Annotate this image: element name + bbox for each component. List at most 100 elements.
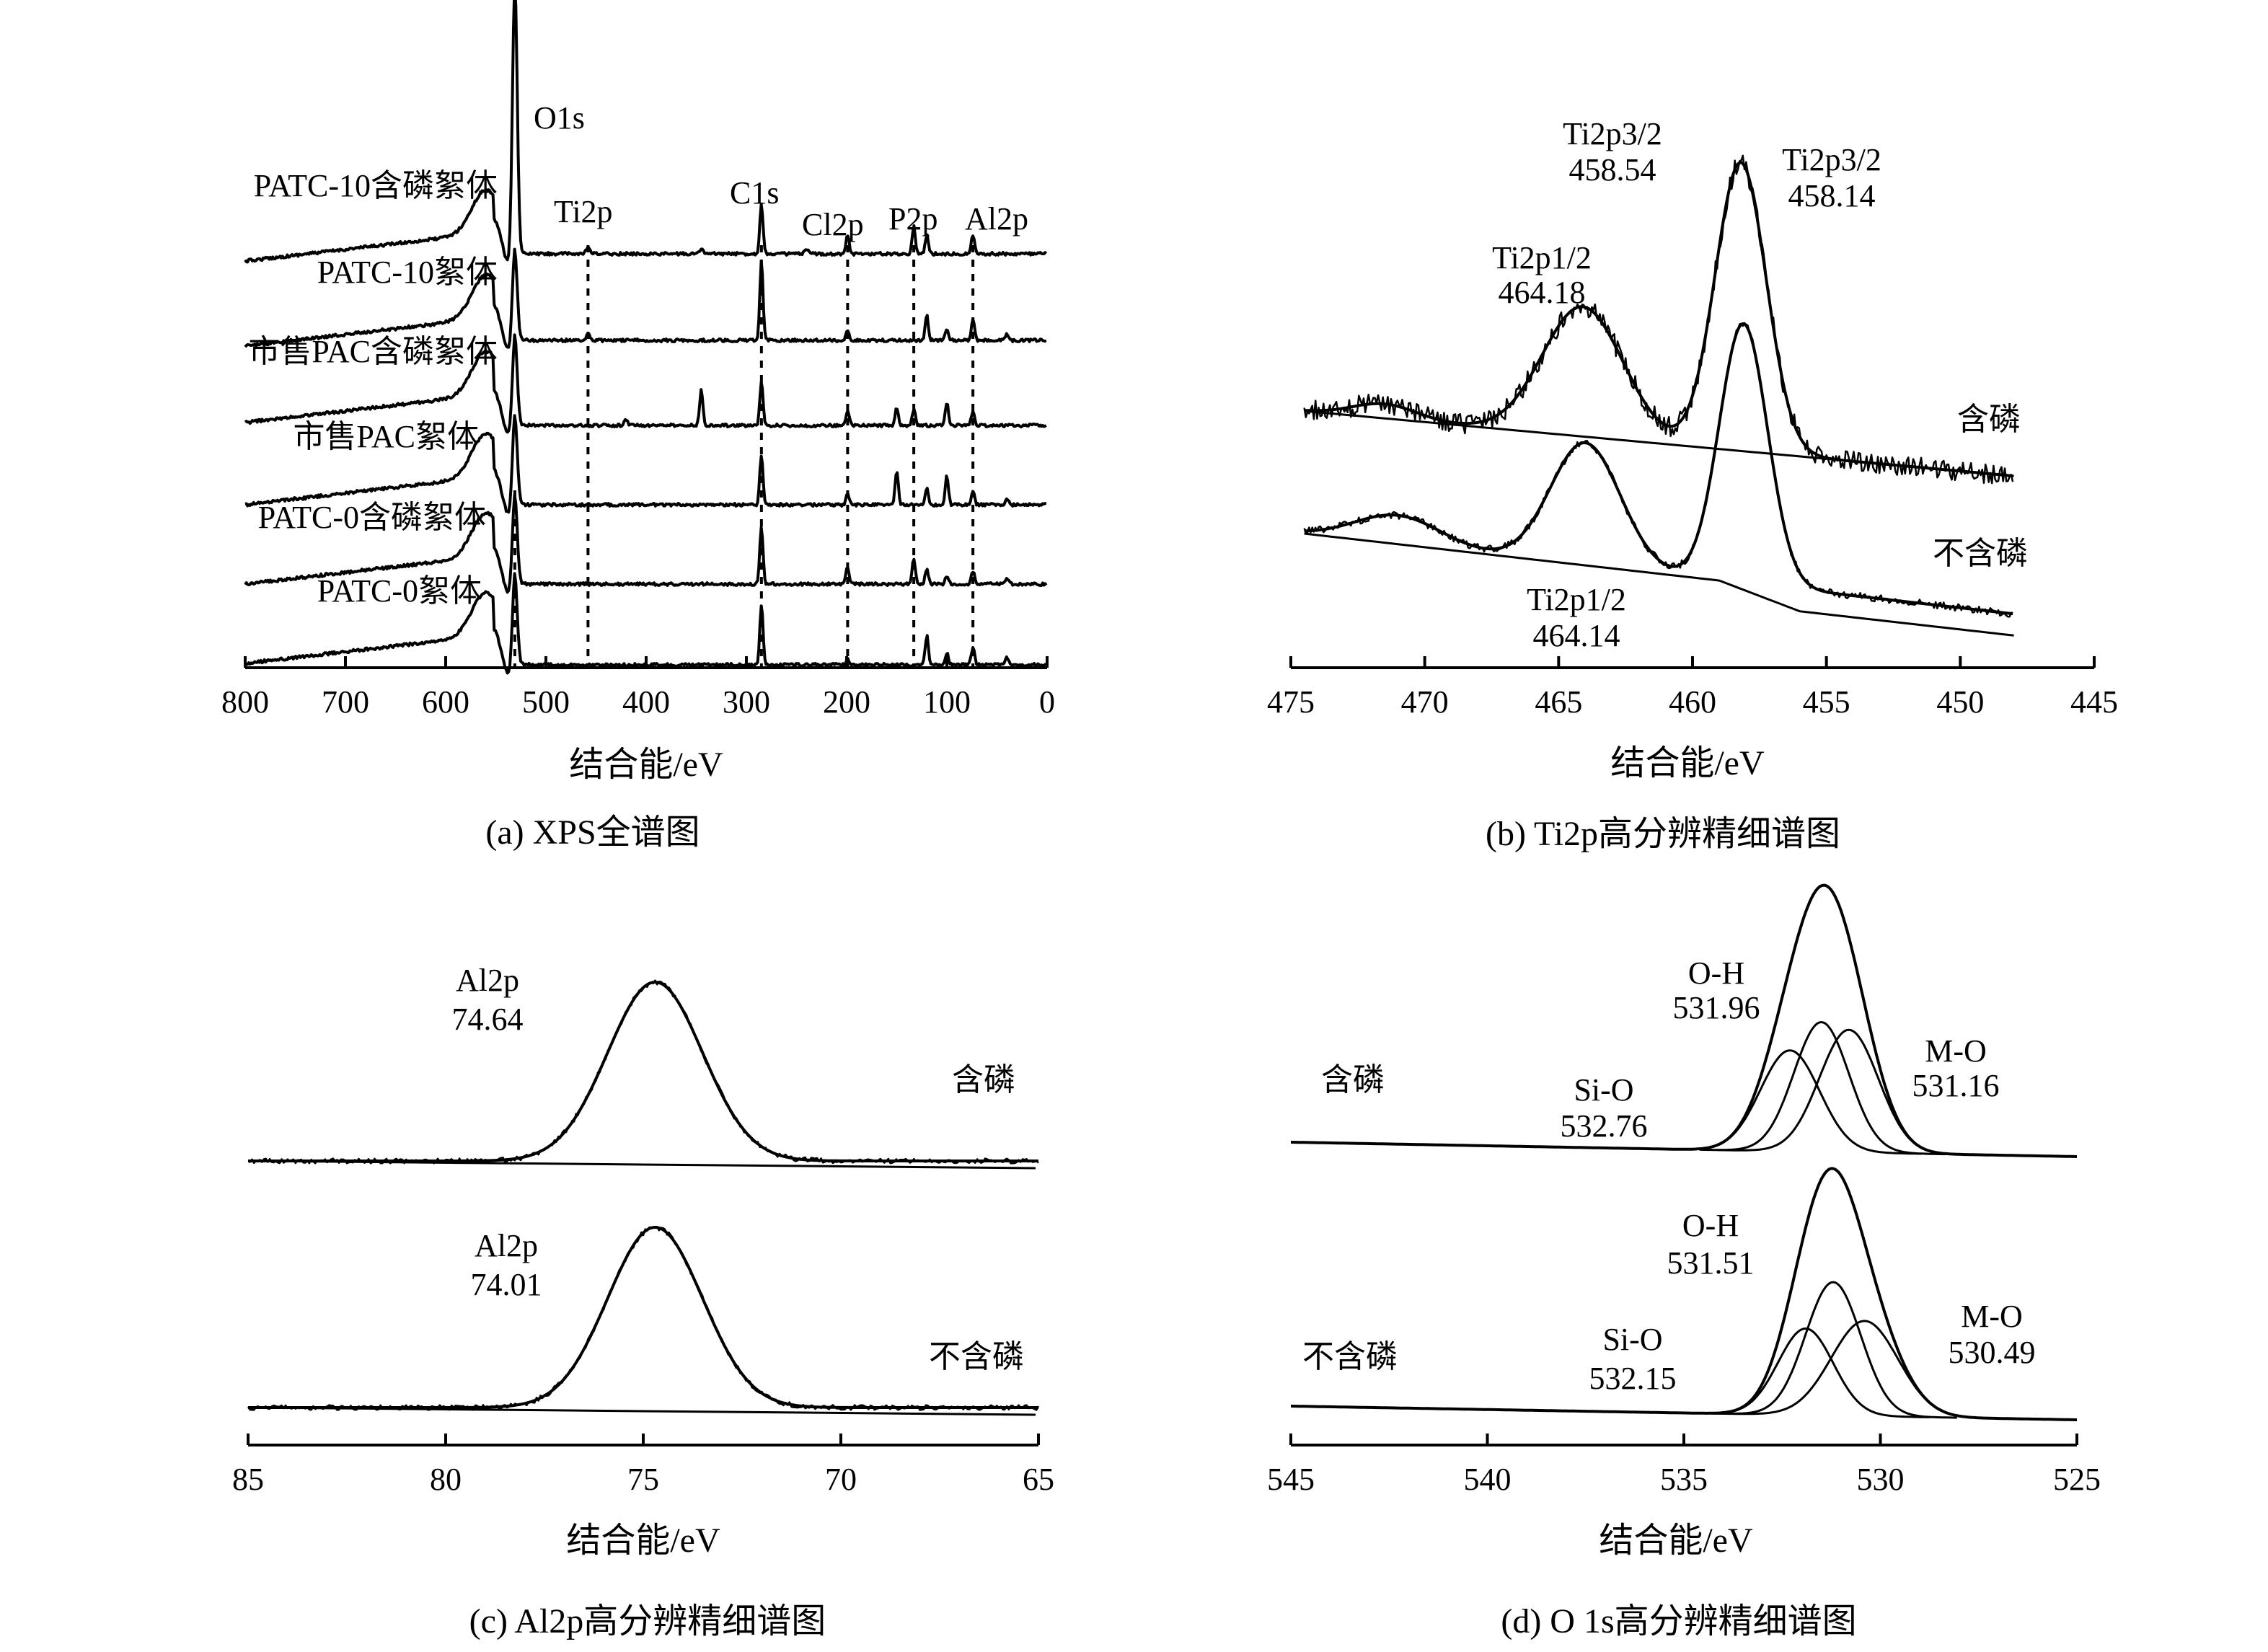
panel-b-spectra [1303,154,2014,637]
panel-a-ticks: 800 700 600 500 400 300 200 100 0 [221,656,1055,720]
spectrum-fit-without-p [248,1226,1038,1409]
fit-label-c-al2p-np: Al2p [475,1228,538,1263]
panel-c-x-axis-title: 结合能/eV [566,1521,720,1560]
component-peak-with-p [1658,1049,1922,1155]
tick-label: 0 [1039,684,1055,720]
fit-label-d-sio-np: Si-O [1602,1322,1662,1357]
background-with-p [1304,410,2014,477]
panel-d-x-axis-title: 结合能/eV [1599,1521,1753,1560]
background-with-p [255,1160,1036,1170]
peak-label-al2p: Al2p [965,201,1028,237]
fit-label-b-ti2p32-a: Ti2p3/2 [1563,116,1662,151]
tick-label: 80 [430,1462,462,1497]
tick-label: 460 [1669,684,1716,720]
panel-d-series-label-p: 含磷 [1321,1062,1385,1097]
panel-b-x-axis-title: 结合能/eV [1610,744,1765,782]
spectrum-line [244,247,1047,349]
series-label-pac-p: 市售PAC含磷絮体 [248,334,498,369]
fit-value-d-oh-p: 531.96 [1673,990,1760,1025]
panel-c-caption: (c) Al2p高分辨精细谱图 [469,1602,826,1640]
spectrum-line [244,0,1048,264]
fit-label-d-sio-p: Si-O [1574,1072,1633,1108]
tick-label: 200 [823,684,870,720]
tick-label: 465 [1535,684,1582,720]
fit-value-c-al2p-p: 74.64 [452,1002,524,1037]
panel-a-peak-labels: O1s Ti2p C1s Cl2p P2p Al2p [534,100,1028,242]
fit-value-d-sio-p: 532.76 [1561,1108,1648,1144]
panel-a-peak-guides [513,245,975,668]
fit-value-d-oh-np: 531.51 [1667,1245,1755,1281]
spectrum-line [244,333,1047,434]
panel-d-caption: (d) O 1s高分辨精细谱图 [1501,1602,1856,1640]
fit-label-d-mo-np: M-O [1961,1299,2023,1334]
tick-label: 455 [1803,684,1850,720]
panel-a-survey-spectrum: 800 700 600 500 400 300 200 100 0 PATC-10含磷絮体 PA… [221,0,1055,852]
fit-value-d-mo-np: 530.49 [1949,1335,2036,1370]
fit-label-d-oh-p: O-H [1688,955,1744,991]
panel-c-spectra [247,979,1040,1416]
fit-label-d-mo-p: M-O [1925,1033,1987,1069]
series-label-patc0: PATC-0絮体 [317,573,482,609]
tick-label: 800 [221,684,269,720]
component-peak-without-p [1711,1281,1957,1419]
panel-d-ticks: 545 540 535 530 525 [1267,1434,2101,1497]
panel-b-caption: (b) Ti2p高分辨精细谱图 [1486,815,1840,853]
tick-label: 450 [1936,684,1984,720]
tick-label: 100 [923,684,971,720]
fit-label-b-ti2p32-b: Ti2p3/2 [1782,142,1881,177]
tick-label: 540 [1464,1462,1512,1497]
series-label-patc10: PATC-10絮体 [317,255,498,290]
fit-value-b-ti2p32-a: 458.54 [1569,152,1656,187]
panel-b-series-label-np: 不含磷 [1933,536,2028,571]
series-label-patc0-p: PATC-0含磷絮体 [258,500,486,535]
tick-label: 445 [2070,684,2118,720]
fit-value-d-sio-np: 532.15 [1589,1361,1677,1396]
spectrum-raw-without-p [247,1226,1040,1411]
series-label-patc10-p: PATC-10含磷絮体 [254,168,498,203]
background-without-p [1304,532,2014,637]
panel-c-ticks: 85 80 75 70 65 [232,1434,1054,1497]
background-without-p [255,1406,1036,1416]
spectrum-raw-with-p [1303,154,2014,485]
fit-label-b-ti2p12-np: Ti2p1/2 [1527,582,1626,617]
spectrum-fit-with-p [248,981,1038,1162]
spectrum-fit-with-p [1304,161,2013,477]
envelope-without-p [1291,1167,2077,1421]
tick-label: 470 [1401,684,1449,720]
panel-d-series-label-np: 不含磷 [1302,1339,1398,1374]
panel-a-series-labels: PATC-10含磷絮体 PATC-10絮体 市售PAC含磷絮体 市售PAC絮体 … [248,168,498,609]
tick-label: 525 [2053,1462,2101,1497]
fit-value-c-al2p-np: 74.01 [471,1267,542,1302]
panel-c-series-label-p: 含磷 [952,1062,1015,1097]
fit-value-d-mo-p: 531.16 [1912,1068,2000,1103]
tick-label: 400 [622,684,670,720]
panel-c-al2p-spectrum: 85 80 75 70 65 Al2p 74.64 Al2p 74.01 含磷 不含磷 … [232,963,1054,1640]
tick-label: 500 [522,684,570,720]
fit-value-b-ti2p32-b: 458.14 [1788,178,1876,213]
tick-label: 75 [627,1462,659,1497]
peak-label-p2p: P2p [888,201,937,237]
fit-value-b-ti2p12-np: 464.14 [1533,618,1620,653]
component-peak-without-p [1715,1320,2014,1420]
peak-label-ti2p: Ti2p [554,194,613,229]
component-peak-with-p [1717,1028,1981,1156]
tick-label: 700 [322,684,369,720]
component-peak-with-p [1699,1020,1946,1156]
tick-label: 85 [232,1462,264,1497]
fit-label-d-oh-np: O-H [1682,1208,1739,1243]
tick-label: 545 [1267,1462,1315,1497]
panel-c-series-label-np: 不含磷 [929,1339,1024,1374]
spectrum-fit-without-p [1304,322,2013,616]
panel-d-o1s-spectrum: 545 540 535 530 525 O-H 531.96 Si-O 532.76 M… [1267,883,2101,1640]
peak-label-cl2p: Cl2p [802,207,864,242]
tick-label: 530 [1857,1462,1905,1497]
panel-a-caption: (a) XPS全谱图 [485,813,700,852]
panel-a-x-axis-title: 结合能/eV [569,746,723,784]
tick-label: 535 [1660,1462,1708,1497]
tick-label: 65 [1023,1462,1054,1497]
tick-label: 600 [422,684,469,720]
peak-label-c1s: C1s [730,175,779,211]
tick-label: 300 [723,684,770,720]
tick-label: 475 [1267,684,1315,720]
